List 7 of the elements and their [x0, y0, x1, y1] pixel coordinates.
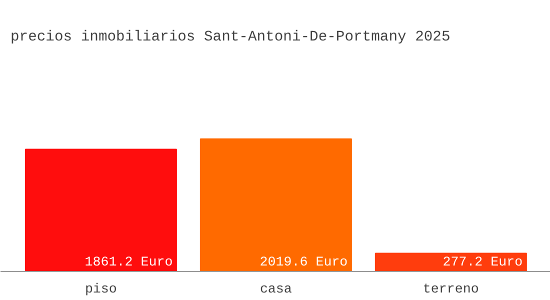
x-tick-label: casa [260, 282, 292, 298]
data-label: 1861.2 Euro [84, 256, 173, 270]
data-label: 277.2 Euro [442, 256, 523, 270]
data-label: 2019.6 Euro [260, 256, 348, 270]
x-tick-label: piso [84, 282, 117, 298]
chart-title: precios inmobiliarios Sant-Antoni-De-Portmany 2025 [10, 30, 450, 46]
x-tick-label: terreno [422, 282, 479, 298]
